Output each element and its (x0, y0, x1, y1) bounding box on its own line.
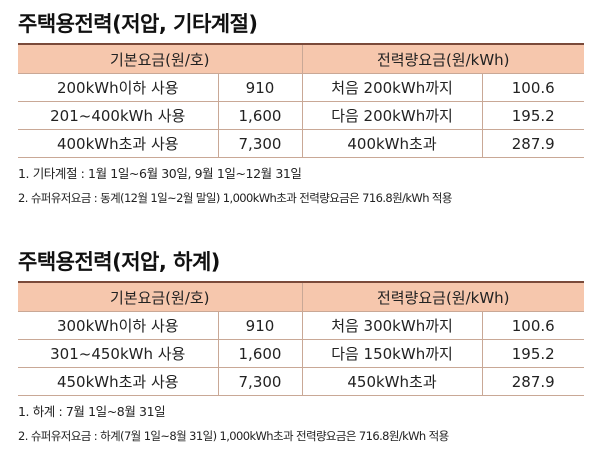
basic-label: 201~400kWh 사용 (18, 101, 219, 130)
basic-value: 1,600 (217, 339, 303, 368)
table-row: 400kWh초과 사용 7,300 400kWh초과 287.9 (18, 129, 584, 158)
header-basic-charge: 기본요금(원/호) (18, 43, 303, 74)
note-superuser: 2. 슈퍼유저요금 : 동계(12월 1일~2월 말일) 1,000kWh초과 … (18, 191, 453, 205)
note-season: 1. 하계 : 7월 1일~8월 31일 (18, 404, 166, 419)
energy-value: 195.2 (481, 101, 584, 130)
table-header-row: 기본요금(원/호) 전력량요금(원/kWh) (18, 43, 584, 74)
energy-value: 195.2 (481, 339, 584, 368)
note-superuser: 2. 슈퍼유저요금 : 하계(7월 1일~8월 31일) 1,000kWh초과 … (18, 429, 449, 443)
table-row: 301~450kWh 사용 1,600 다음 150kWh까지 195.2 (18, 339, 584, 368)
energy-label: 처음 300kWh까지 (301, 311, 483, 340)
energy-value: 100.6 (481, 311, 584, 340)
table-row: 200kWh이하 사용 910 처음 200kWh까지 100.6 (18, 73, 584, 102)
basic-label: 450kWh초과 사용 (18, 367, 219, 396)
header-energy-charge: 전력량요금(원/kWh) (301, 43, 584, 74)
basic-value: 910 (217, 311, 303, 340)
energy-label: 400kWh초과 (301, 129, 483, 158)
table-row: 201~400kWh 사용 1,600 다음 200kWh까지 195.2 (18, 101, 584, 130)
section-title: 주택용전력(저압, 하계) (18, 250, 220, 274)
basic-value: 910 (217, 73, 303, 102)
basic-label: 300kWh이하 사용 (18, 311, 219, 340)
energy-label: 처음 200kWh까지 (301, 73, 483, 102)
section-notes: 1. 기타계절 : 1월 1일~6월 30일, 9월 1일~12월 31일 2.… (18, 165, 588, 213)
header-basic-charge: 기본요금(원/호) (18, 281, 303, 312)
energy-label: 다음 200kWh까지 (301, 101, 483, 130)
energy-value: 100.6 (481, 73, 584, 102)
tariff-table: 기본요금(원/호) 전력량요금(원/kWh) 200kWh이하 사용 910 처… (18, 43, 584, 158)
section-title: 주택용전력(저압, 기타계절) (18, 12, 258, 36)
table-header-row: 기본요금(원/호) 전력량요금(원/kWh) (18, 281, 584, 312)
section-notes: 1. 하계 : 7월 1일~8월 31일 2. 슈퍼유저요금 : 하계(7월 1… (18, 403, 588, 451)
basic-label: 400kWh초과 사용 (18, 129, 219, 158)
basic-value: 7,300 (217, 129, 303, 158)
energy-value: 287.9 (481, 129, 584, 158)
basic-label: 200kWh이하 사용 (18, 73, 219, 102)
basic-value: 7,300 (217, 367, 303, 396)
header-energy-charge: 전력량요금(원/kWh) (301, 281, 584, 312)
basic-value: 1,600 (217, 101, 303, 130)
table-row: 450kWh초과 사용 7,300 450kWh초과 287.9 (18, 367, 584, 396)
tariff-table: 기본요금(원/호) 전력량요금(원/kWh) 300kWh이하 사용 910 처… (18, 281, 584, 396)
energy-value: 287.9 (481, 367, 584, 396)
energy-label: 다음 150kWh까지 (301, 339, 483, 368)
basic-label: 301~450kWh 사용 (18, 339, 219, 368)
energy-label: 450kWh초과 (301, 367, 483, 396)
note-season: 1. 기타계절 : 1월 1일~6월 30일, 9월 1일~12월 31일 (18, 166, 302, 181)
table-row: 300kWh이하 사용 910 처음 300kWh까지 100.6 (18, 311, 584, 340)
